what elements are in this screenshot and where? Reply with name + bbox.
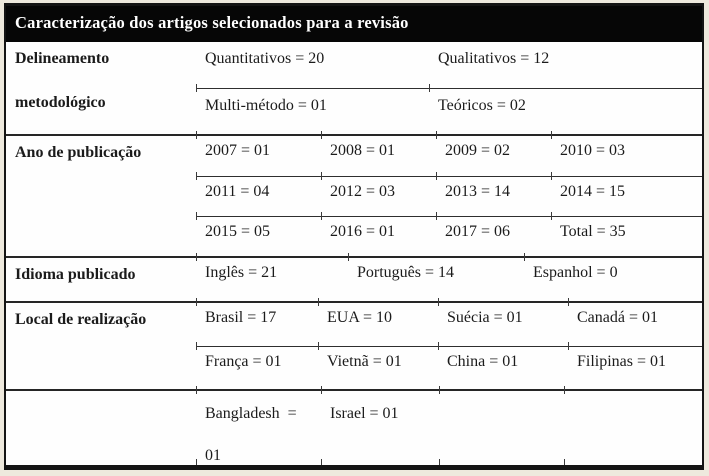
table-cell: Suécia = 01	[438, 298, 569, 346]
table-cell: Inglês = 21	[196, 253, 349, 301]
empty-cell	[439, 386, 565, 465]
row-label-ano-de-publicacao: Ano de publicação	[6, 136, 197, 256]
table-row: 2015 = 05 2016 = 01 2017 = 06 Total = 35	[196, 212, 702, 256]
section-content: Inglês = 21 Português = 14 Espanhol = 0	[196, 253, 702, 301]
table-title: Caracterização dos artigos selecionados …	[6, 6, 702, 42]
table-cell: 2014 = 15	[551, 172, 702, 216]
table-cell: 2010 = 03	[551, 131, 702, 176]
label-line: Local de realização	[15, 311, 147, 328]
table-cell: 2009 = 02	[436, 131, 552, 176]
section-content: Quantitativos = 20 Qualitativos = 12 Mul…	[196, 42, 702, 134]
table-cell: Filipinas = 01	[568, 342, 702, 389]
table-cell: 2011 = 04	[196, 172, 322, 216]
section-content: Bangladesh = 01 Israel = 01	[196, 386, 702, 465]
table-row: Brasil = 17 EUA = 10 Suécia = 01 Canadá …	[196, 298, 702, 346]
section-idioma-publicado: Idioma publicado Inglês = 21 Português =…	[6, 253, 702, 301]
label-line: metodológico	[15, 94, 106, 111]
table-cell: Qualitativos = 12	[438, 50, 550, 67]
table-cell: Bangladesh = 01	[196, 386, 322, 465]
table-cell: Teóricos = 02	[429, 84, 702, 134]
section-delineamento-metodologico: Delineamento metodológico Quantitativos …	[6, 42, 702, 134]
table-cell: Vietnã = 01	[318, 342, 439, 389]
table-row: Quantitativos = 20 Qualitativos = 12	[197, 42, 702, 88]
table-cell: Quantitativos = 20	[205, 50, 325, 67]
table-row: França = 01 Vietnã = 01 China = 01 Filip…	[196, 342, 702, 389]
table-row: Multi-método = 01 Teóricos = 02	[196, 84, 702, 134]
table-cell: Espanhol = 0	[524, 253, 702, 301]
table-cell: Português = 14	[348, 253, 525, 301]
section-local-de-realizacao-continuacao: Bangladesh = 01 Israel = 01	[6, 386, 702, 465]
table-cell: 2008 = 01	[321, 131, 437, 176]
table-cell: 2016 = 01	[321, 212, 437, 256]
table-cell: Canadá = 01	[568, 298, 702, 346]
table-row: 2011 = 04 2012 = 03 2013 = 14 2014 = 15	[196, 172, 702, 216]
table-cell: China = 01	[438, 342, 569, 389]
table-cell: 2015 = 05	[196, 212, 322, 256]
table-cell: Multi-método = 01	[196, 84, 430, 134]
label-line: Ano de publicação	[15, 144, 142, 161]
table-cell: Israel = 01	[321, 386, 440, 465]
table-cell: 2013 = 14	[436, 172, 552, 216]
section-content: 2007 = 01 2008 = 01 2009 = 02 2010 = 03 …	[196, 131, 702, 256]
table-row: Inglês = 21 Português = 14 Espanhol = 0	[196, 253, 702, 301]
characterization-table: Caracterização dos artigos selecionados …	[4, 3, 704, 470]
row-label-idioma-publicado: Idioma publicado	[6, 258, 197, 301]
row-label-delineamento-metodologico: Delineamento metodológico	[6, 42, 197, 134]
row-label-local-de-realizacao: Local de realização	[6, 303, 197, 389]
table-row: 2007 = 01 2008 = 01 2009 = 02 2010 = 03	[196, 131, 702, 176]
table-cell: 2007 = 01	[196, 131, 322, 176]
label-line: Idioma publicado	[15, 266, 136, 283]
row-label-empty	[6, 391, 197, 465]
table-cell: 2012 = 03	[321, 172, 437, 216]
empty-cell	[564, 386, 702, 465]
table-row: Bangladesh = 01 Israel = 01	[196, 386, 702, 465]
table-cell: Brasil = 17	[196, 298, 319, 346]
table-cell: EUA = 10	[318, 298, 439, 346]
section-local-de-realizacao: Local de realização Brasil = 17 EUA = 10…	[6, 298, 702, 389]
table-cell: Total = 35	[551, 212, 702, 256]
label-line: Delineamento	[15, 50, 110, 67]
section-ano-de-publicacao: Ano de publicação 2007 = 01 2008 = 01 20…	[6, 131, 702, 256]
table-cell: França = 01	[196, 342, 319, 389]
section-content: Brasil = 17 EUA = 10 Suécia = 01 Canadá …	[196, 298, 702, 389]
table-cell: 2017 = 06	[436, 212, 552, 256]
